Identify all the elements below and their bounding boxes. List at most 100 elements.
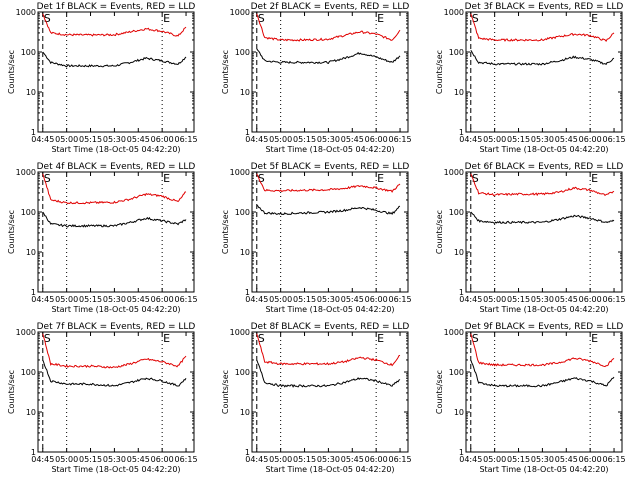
y-tick-label: 10 [454,408,464,417]
x-tick-label: 05:15 [507,295,530,304]
series-line-events [470,211,615,225]
y-tick-label: 1000 [230,328,250,337]
x-tick-label: 06:00 [579,295,602,304]
marker-label-e: E [163,12,170,25]
x-tick-label: 04:45 [459,135,482,144]
x-tick-label: 05:45 [555,295,578,304]
series-line-events [256,204,401,216]
x-tick-label: 05:15 [79,135,102,144]
y-tick-label: 10 [454,248,464,257]
y-tick-label: 100 [21,208,36,217]
plot-frame [37,171,195,293]
panel-det-6: Det 6f BLACK = Events, RED = LLD 1 10 100 10… [435,162,626,314]
x-tick-label: 05:00 [55,455,78,464]
panel-det-2: Det 2f BLACK = Events, RED = LLD 1 10 100 10… [221,2,412,154]
x-axis-label: Start Time (18-Oct-05 04:42:20) [51,465,180,474]
y-tick-label: 100 [21,48,36,57]
y-tick-label: 1000 [230,168,250,177]
series-line-events [42,359,187,387]
series-line-events [256,48,401,65]
series-line-lld [42,173,187,205]
series-line-lld [42,13,187,37]
x-tick-label: 04:45 [459,295,482,304]
panel-det-1: Det 1f BLACK = Events, RED = LLD 1 10 100 10… [7,2,198,154]
panel-title: Det 4f BLACK = Events, RED = LLD [37,162,196,172]
x-tick-label: 05:30 [531,135,554,144]
marker-label-s: S [258,12,265,25]
marker-label-e: E [163,332,170,345]
series-line-lld [470,13,615,42]
marker-label-s: S [44,12,51,25]
y-tick-label: 10 [26,248,36,257]
y-axis-label: Counts/sec [435,210,444,254]
marker-label-s: S [44,172,51,185]
x-tick-label: 06:00 [151,135,174,144]
panel-det-9: Det 9f BLACK = Events, RED = LLD 1 10 100 10… [435,322,626,474]
series-line-lld [256,13,401,42]
series-line-events [470,359,615,388]
x-tick-label: 05:30 [317,295,340,304]
x-tick-label: 06:15 [389,135,412,144]
y-tick-label: 1 [459,128,464,137]
series-line-events [470,50,615,66]
y-tick-label: 1 [245,448,250,457]
plot-frame [251,171,409,293]
y-axis-label: Counts/sec [7,50,16,94]
panel-title: Det 3f BLACK = Events, RED = LLD [465,2,624,12]
x-tick-label: 05:00 [483,295,506,304]
panel-det-4: Det 4f BLACK = Events, RED = LLD 1 10 100 10… [7,162,198,314]
x-tick-label: 05:00 [55,295,78,304]
y-tick-label: 1 [459,288,464,297]
x-tick-label: 05:45 [341,455,364,464]
panel-det-8: Det 8f BLACK = Events, RED = LLD 1 10 100 10… [221,322,412,474]
y-tick-label: 100 [449,48,464,57]
marker-label-s: S [472,172,479,185]
x-tick-label: 06:15 [175,295,198,304]
y-axis-label: Counts/sec [221,370,230,414]
marker-label-s: S [258,172,265,185]
y-tick-label: 10 [240,88,250,97]
panel-det-3: Det 3f BLACK = Events, RED = LLD 1 10 100 10… [435,2,626,154]
marker-label-e: E [377,12,384,25]
panel-title: Det 6f BLACK = Events, RED = LLD [465,162,624,172]
marker-label-e: E [591,332,598,345]
marker-label-s: S [472,12,479,25]
panel-det-7: Det 7f BLACK = Events, RED = LLD 1 10 100 10… [7,322,198,474]
y-tick-label: 10 [26,88,36,97]
series-line-lld [256,333,401,367]
y-tick-label: 1 [245,128,250,137]
y-tick-label: 1 [245,288,250,297]
x-tick-label: 05:45 [341,135,364,144]
plot-frame [251,11,409,133]
plot-frame [37,11,195,133]
y-axis-label: Counts/sec [221,210,230,254]
y-tick-label: 10 [240,248,250,257]
marker-label-s: S [44,332,51,345]
x-tick-label: 06:15 [389,295,412,304]
x-axis-label: Start Time (18-Oct-05 04:42:20) [265,145,394,154]
y-tick-label: 1 [459,448,464,457]
y-tick-label: 10 [240,408,250,417]
x-tick-label: 04:45 [31,295,54,304]
x-tick-label: 06:15 [175,135,198,144]
x-tick-label: 05:00 [269,135,292,144]
x-axis-label: Start Time (18-Oct-05 04:42:20) [51,145,180,154]
y-tick-label: 1000 [444,328,464,337]
x-tick-label: 06:00 [365,455,388,464]
panel-title: Det 7f BLACK = Events, RED = LLD [37,322,196,332]
x-tick-label: 05:00 [269,455,292,464]
x-tick-label: 06:15 [389,455,412,464]
marker-label-s: S [258,332,265,345]
x-tick-label: 06:00 [579,455,602,464]
y-tick-label: 1000 [444,8,464,17]
x-tick-label: 04:45 [31,455,54,464]
x-axis-label: Start Time (18-Oct-05 04:42:20) [265,465,394,474]
plot-frame [465,11,623,133]
x-tick-label: 05:30 [103,455,126,464]
x-tick-label: 04:45 [31,135,54,144]
y-tick-label: 10 [26,408,36,417]
x-tick-label: 05:15 [293,455,316,464]
x-tick-label: 06:15 [175,455,198,464]
panel-det-5: Det 5f BLACK = Events, RED = LLD 1 10 100 10… [221,162,412,314]
x-tick-label: 05:15 [79,455,102,464]
